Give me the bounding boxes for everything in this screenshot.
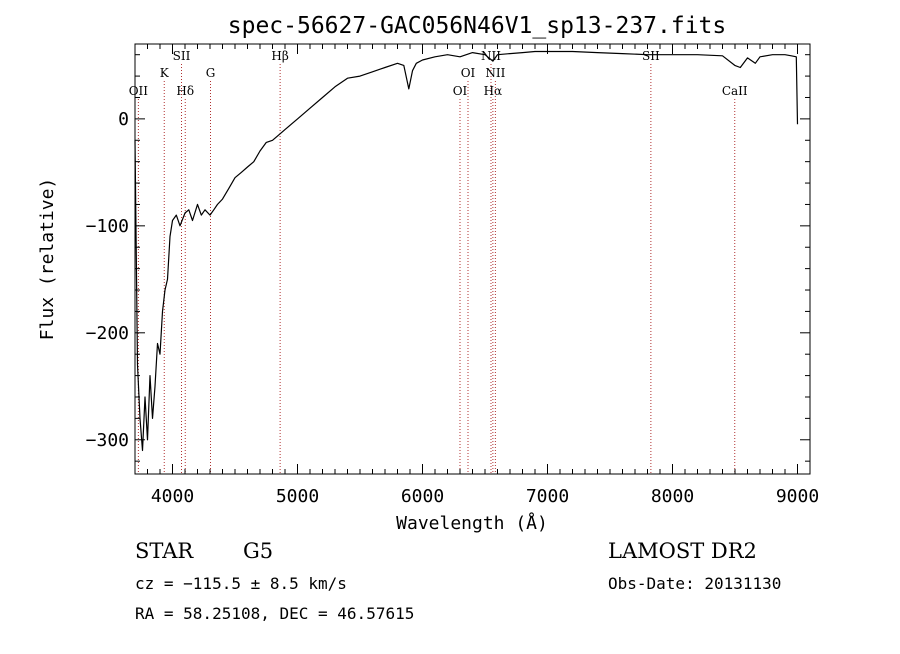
- line-marker-label: Hα: [484, 84, 503, 98]
- x-tick-label: 4000: [151, 486, 194, 507]
- y-tick-label: 0: [118, 109, 129, 130]
- survey-name: LAMOST DR2: [608, 539, 757, 563]
- line-marker-label: Hδ: [176, 84, 194, 98]
- x-tick-label: 5000: [276, 486, 319, 507]
- y-axis-label: Flux (relative): [37, 178, 58, 341]
- line-marker-label: SII: [642, 49, 660, 63]
- line-marker-label: CaII: [722, 84, 748, 98]
- y-tick-label: −300: [86, 430, 129, 451]
- x-tick-label: 9000: [776, 486, 819, 507]
- y-tick-label: −200: [86, 323, 129, 344]
- x-tick-label: 7000: [526, 486, 569, 507]
- x-axis-label: Wavelength (Å): [396, 512, 548, 534]
- x-tick-label: 8000: [651, 486, 694, 507]
- line-marker-label: OI: [461, 66, 476, 80]
- spectrum-series: [134, 50, 799, 452]
- object-type: STAR: [135, 539, 194, 563]
- redshift-readout: cz = −115.5 ± 8.5 km/s: [135, 574, 347, 593]
- plot-frame: [134, 43, 811, 475]
- line-marker-label: NII: [481, 49, 501, 63]
- line-marker-label: SII: [173, 49, 191, 63]
- axis-ticks: 4000 5000 6000 7000 8000 9000 −300 −200 −100 0: [86, 44, 819, 507]
- line-marker-label: K: [160, 66, 170, 80]
- obs-date: Obs-Date: 20131130: [608, 574, 781, 593]
- x-tick-label: 6000: [401, 486, 444, 507]
- coordinates: RA = 58.25108, DEC = 46.57615: [135, 604, 414, 623]
- spectrum-line: [134, 50, 799, 452]
- y-tick-label: −100: [86, 216, 129, 237]
- line-marker-label: OI: [453, 84, 468, 98]
- line-marker-label: G: [206, 66, 216, 80]
- line-marker-label: NII: [485, 66, 505, 80]
- spectral-subclass: G5: [243, 539, 273, 563]
- line-marker-label: Hβ: [271, 49, 288, 63]
- line-marker-label: OII: [129, 84, 149, 98]
- chart-title: spec-56627-GAC056N46V1_sp13-237.fits: [228, 13, 727, 39]
